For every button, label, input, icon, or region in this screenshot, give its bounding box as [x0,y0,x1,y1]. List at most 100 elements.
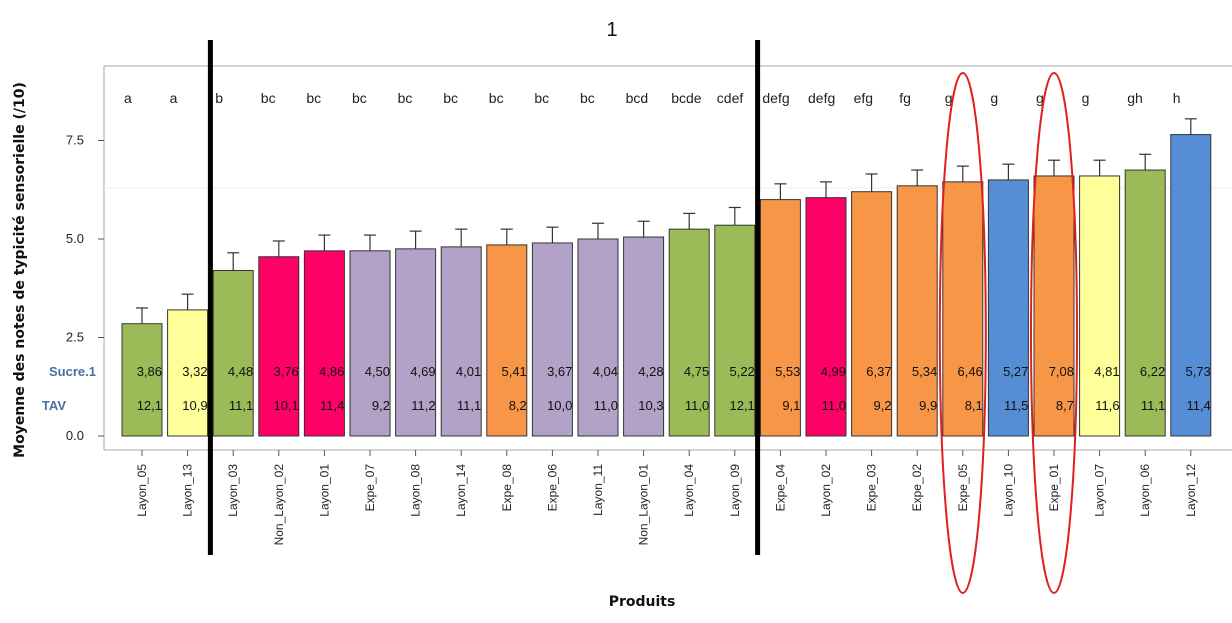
sucre-value: 6,22 [1140,364,1165,379]
bar [121,323,163,437]
tav-value: 8,2 [509,398,527,413]
bar [896,185,938,437]
sucre-value: 3,67 [547,364,572,379]
bar [851,191,893,437]
x-tick-label: Layon_14 [454,464,468,517]
group-letter: g [990,90,998,106]
bar [531,242,573,437]
sucre-value: 4,01 [456,364,481,379]
sucre-row-label: Sucre.1 [49,364,96,379]
tav-value: 9,2 [874,398,892,413]
sucre-value: 3,86 [137,364,162,379]
group-letter: bc [261,90,276,106]
x-tick-label: Expe_07 [363,464,377,512]
bar [577,238,619,437]
x-axis-label: Produits [609,594,676,610]
tav-value: 9,1 [782,398,800,413]
sucre-value: 4,81 [1094,364,1119,379]
bar [167,309,209,437]
sucre-value: 3,32 [182,364,207,379]
group-letter: efg [854,90,873,106]
group-letter: gh [1127,90,1143,106]
tav-value: 11,1 [229,398,253,413]
x-tick-label: Layon_08 [409,464,423,517]
x-tick-label: Layon_10 [1001,464,1015,517]
bar [668,228,710,437]
x-tick-label: Layon_05 [135,464,149,517]
tav-value: 9,9 [919,398,937,413]
x-tick-label: Expe_04 [773,464,787,512]
tav-value: 12,1 [137,398,162,413]
tav-value: 11,0 [594,398,618,413]
group-letter: bc [443,90,458,106]
group-letter: b [215,90,223,106]
annotations [207,40,1078,594]
y-tick-label: 2.5 [66,330,84,345]
group-letter: defg [808,90,835,106]
sucre-value: 7,08 [1049,364,1074,379]
bar [1170,134,1212,437]
sucre-value: 6,46 [957,364,982,379]
bar [714,224,756,437]
y-tick-label: 0.0 [66,428,84,443]
x-tick-label: Layon_11 [591,464,605,516]
tav-value: 11,4 [1186,398,1210,413]
group-letter: bc [580,90,595,106]
value-labels: a 3,86 12,1 a 3,32 10,9 b 4,48 11,1 bc 3,76 10,1 bc 4… [42,90,1211,413]
tav-value: 12,1 [729,398,754,413]
bar [212,270,254,437]
x-tick-label: Layon_03 [226,464,240,517]
x-tick-label: Layon_02 [819,464,833,517]
group-letter: fg [899,90,911,106]
tav-value: 11,1 [457,398,481,413]
x-tick-label: Expe_02 [910,464,924,512]
sucre-value: 4,99 [821,364,846,379]
highlight-ellipse [938,72,987,594]
group-letter: g [1082,90,1090,106]
y-tick-label: 7.5 [66,133,84,148]
x-tick-label: Expe_01 [1047,464,1061,512]
x-tick-label: Layon_01 [317,464,331,517]
tav-value: 11,0 [685,398,709,413]
bar [1079,175,1121,437]
tav-value: 11,6 [1095,398,1119,413]
tav-value: 8,7 [1056,398,1074,413]
bar [759,199,801,437]
sucre-value: 5,73 [1185,364,1210,379]
group-letter: bc [352,90,367,106]
group-letter: a [170,90,178,106]
group-letter: bcd [626,90,649,106]
tav-value: 11,5 [1004,398,1028,413]
group-letter: a [124,90,132,106]
bar [349,250,391,437]
tav-row-label: TAV [42,398,66,413]
group-letter: defg [762,90,789,106]
sucre-value: 5,34 [912,364,937,379]
sucre-value: 5,22 [729,364,754,379]
sucre-value: 3,76 [273,364,298,379]
x-tick-label: Layon_09 [728,464,742,517]
group-letter: bc [489,90,504,106]
sucre-value: 5,27 [1003,364,1028,379]
sucre-value: 4,28 [638,364,663,379]
x-tick-label: Non_Layon_02 [272,464,286,546]
x-tick-label: Layon_04 [682,464,696,517]
sucre-value: 6,37 [866,364,891,379]
y-tick-label: 5.0 [66,231,84,246]
group-letter: cdef [717,90,744,106]
x-axis: Layon_05 Layon_13 Layon_03 Non_Layon_02 Layo… [135,450,1198,545]
sucre-value: 4,69 [410,364,435,379]
tav-value: 11,1 [1141,398,1165,413]
x-tick-label: Expe_08 [500,464,514,512]
bar [1124,169,1166,437]
bars [121,118,1212,437]
bar [623,236,665,437]
tav-value: 10,9 [182,398,207,413]
tav-value: 11,0 [822,398,846,413]
x-tick-label: Layon_13 [181,464,195,517]
sucre-value: 4,50 [365,364,390,379]
sucre-value: 4,75 [684,364,709,379]
group-letter: bc [534,90,549,106]
tav-value: 9,2 [372,398,390,413]
